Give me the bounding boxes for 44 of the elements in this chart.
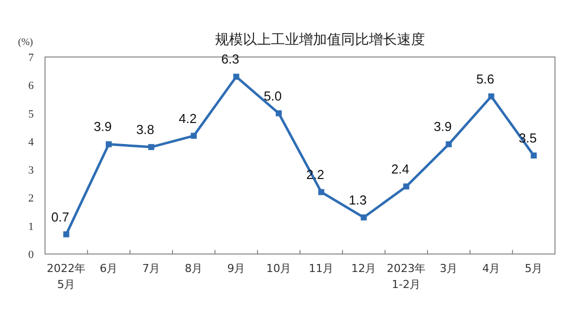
y-tick-label: 5 (28, 108, 34, 120)
x-tick-label: 12月 (351, 262, 376, 275)
point (318, 189, 324, 196)
data-label: 4.2 (178, 110, 197, 126)
point (403, 183, 410, 190)
data-label: 5.6 (476, 71, 494, 86)
point (63, 231, 70, 238)
data-label: 3.9 (434, 119, 452, 134)
x-tick-label: 6月 (100, 262, 118, 275)
point (360, 214, 367, 220)
data-label: 0.7 (51, 209, 70, 224)
x-tick-label: 5月 (524, 262, 543, 275)
x-tick-label: 2023年 1-2月 (386, 262, 426, 291)
x-tick-label: 4月 (482, 262, 500, 275)
data-label: 2.4 (391, 161, 410, 176)
point (148, 144, 154, 150)
data-label: 1.3 (348, 192, 367, 208)
x-tick-label: 7月 (142, 262, 160, 275)
y-axis-title: (%) (18, 37, 33, 48)
x-tick-label: 3月 (440, 262, 458, 275)
y-tick-label: 6 (28, 80, 34, 92)
point (190, 132, 197, 139)
chart-title: 规模以上工业增加值同比增长速度 (215, 32, 425, 48)
point (106, 141, 112, 148)
y-tick-label: 2 (28, 192, 34, 205)
data-label: 3.9 (94, 119, 112, 134)
x-tick-label: 2022年 5月 (46, 262, 86, 291)
x-tick-label: 9月 (227, 262, 246, 275)
y-tick-label: 3 (28, 164, 34, 177)
y-tick-label: 7 (28, 52, 34, 64)
x-tick-label: 8月 (184, 262, 203, 275)
y-tick-label: 4 (28, 136, 34, 148)
point (276, 110, 282, 116)
data-label: 5.0 (264, 88, 282, 104)
data-label: 3.8 (136, 122, 154, 138)
point (446, 141, 452, 148)
x-tick-label: 10月 (266, 262, 292, 275)
point (488, 93, 494, 100)
point (530, 152, 537, 158)
data-label: 6.3 (221, 52, 240, 67)
y-tick-label: 1 (28, 220, 34, 233)
point (233, 74, 240, 80)
x-tick-label: 11月 (308, 262, 334, 275)
y-tick-label: 0 (28, 249, 34, 261)
